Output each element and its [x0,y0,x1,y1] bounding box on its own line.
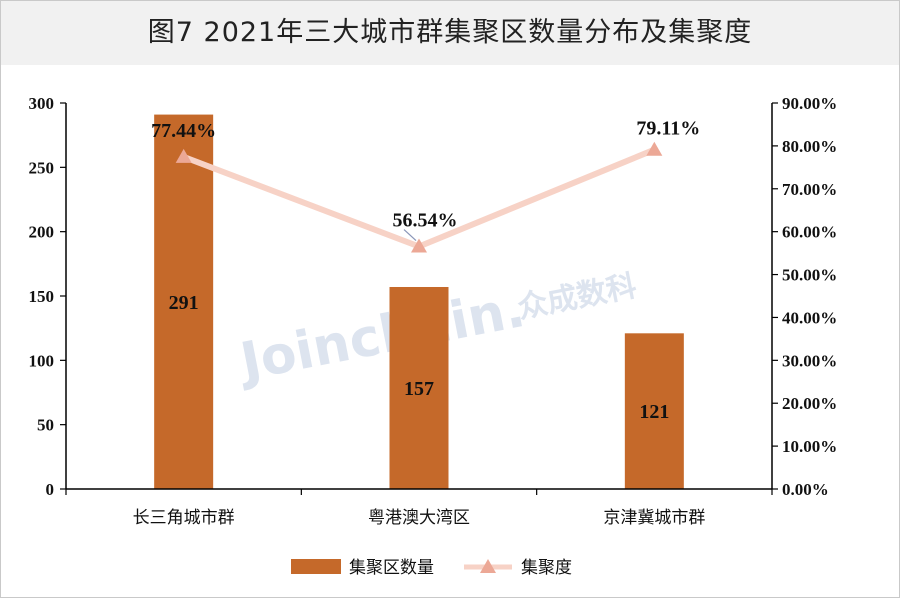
line-value-label: 56.54% [393,210,458,232]
y-right-tick-label: 70.00% [782,180,837,199]
y-left-tick-label: 300 [29,94,55,113]
labels-layer: 77.44% 56.54% 79.11% 291 157 121 [151,118,700,423]
legend-line-label: 集聚度 [521,558,572,578]
y-right-tick-label: 80.00% [782,137,837,156]
watermark-cn: 众成数科 [515,269,639,326]
chart-title: 图7 2021年三大城市群集聚区数量分布及集聚度 [147,17,753,48]
line-series [180,146,658,250]
legend-bar-swatch [291,559,341,574]
y-left-tick-label: 150 [29,287,55,306]
y-left-tick-label: 250 [29,158,55,177]
line-point-1 [175,148,192,163]
legend-marker-swatch [480,559,496,573]
bar-2 [389,286,449,489]
y-left-tick-label: 200 [29,223,55,242]
y-right-tick-label: 20.00% [782,394,837,413]
line-layer [175,141,663,253]
line-point-2 [411,238,427,253]
y-left-tick-label: 50 [37,416,54,435]
legend-bar-label: 集聚区数量 [349,558,434,578]
title-bar: 图7 2021年三大城市群集聚区数量分布及集聚度 [1,1,899,65]
x-category-label: 京津冀城市群 [603,508,705,528]
y-right-tick-label: 90.00% [782,94,837,113]
y-right-tick-label: 30.00% [782,351,837,370]
bar-1 [154,114,214,489]
bar-value-label: 157 [404,378,434,400]
x-category-label: 粤港澳大湾区 [368,508,470,528]
y-right-tick-label: 50.00% [782,266,837,285]
line-value-label: 79.11% [636,118,700,140]
y-right-tick-label: 0.00% [782,480,829,499]
bar-value-label: 121 [639,401,669,423]
watermark-latin: Joinchain. [233,279,530,393]
y-right-tick-label: 40.00% [782,308,837,327]
line-value-label: 77.44% [151,120,216,142]
point-label-leader [403,229,417,241]
y-left-tick-label: 100 [29,351,55,370]
x-category-label: 长三角城市群 [133,508,235,528]
y-right-tick-label: 60.00% [782,223,837,242]
legend: 集聚区数量 集聚度 [291,558,572,578]
bar-value-label: 291 [169,292,199,314]
y-right-tick-label: 10.00% [782,437,837,456]
axes-layer: 0 50 100 150 200 250 300 0.00% 10.00% 20.00% 30.00… [29,94,838,528]
line-point-3 [646,141,663,156]
bar-3 [624,333,684,489]
y-left-tick-label: 0 [46,480,55,499]
bars-layer [154,114,684,489]
